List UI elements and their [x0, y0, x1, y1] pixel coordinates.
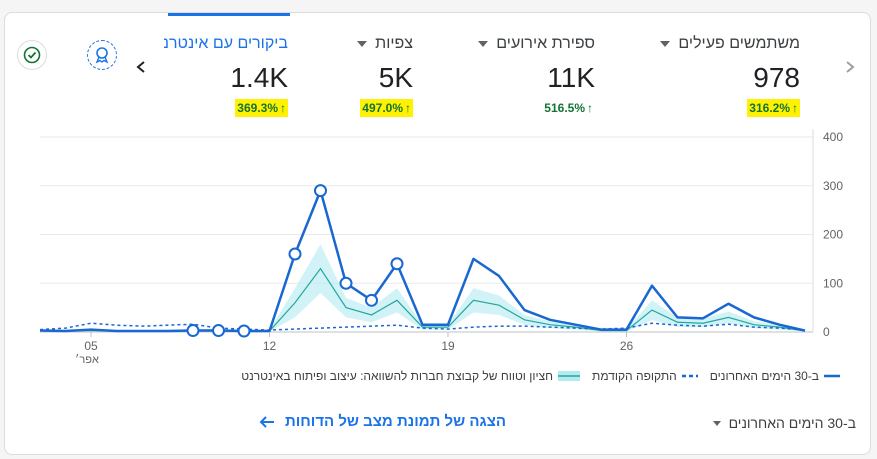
check-status-button[interactable]: [17, 40, 47, 70]
y-tick-label: 100: [823, 276, 843, 290]
x-tick-label: 12: [263, 339, 277, 353]
insights-badge-button[interactable]: [87, 40, 117, 70]
band-swatch: [558, 371, 581, 381]
metric-tab-event-count[interactable]: ספירת אירועים 11K 516.5% ↑: [478, 35, 595, 117]
previous-period-line: [39, 322, 806, 331]
arrow-up-icon: ↑: [405, 101, 411, 115]
dropdown-caret-icon[interactable]: [478, 41, 489, 47]
date-range-select[interactable]: ב-30 הימים האחרונים: [712, 415, 856, 431]
anomaly-marker[interactable]: [237, 324, 251, 338]
metric-tab-web-visits[interactable]: ביקורים עם אינטרנט 1.4K 369.3% ↑: [164, 35, 288, 117]
dashed-line-swatch: [681, 374, 698, 378]
anomaly-marker[interactable]: [339, 276, 353, 290]
arrow-up-icon: ↑: [587, 101, 593, 115]
x-tick-label: 19: [441, 339, 455, 353]
x-tick-label: 26: [620, 339, 634, 353]
arrow-up-icon: ↑: [792, 101, 798, 115]
current-period-line: [39, 189, 806, 333]
dropdown-caret-icon: [712, 420, 721, 426]
metric-value: 1.4K: [230, 62, 288, 93]
legend-benchmark[interactable]: חציון וטווח של קבוצת חברות להשוואה: עיצו…: [241, 369, 581, 383]
chart-markers: [186, 184, 404, 338]
metric-change: 516.5% ↑: [544, 101, 593, 115]
selected-tab-indicator: [168, 13, 290, 16]
metric-label-clip: ביקורים עם אינטרנט: [164, 35, 288, 53]
anomaly-marker[interactable]: [288, 247, 302, 261]
y-axis: 400 300 200 100 0: [823, 130, 843, 339]
chart-series: [39, 189, 806, 333]
summary-card: משתמשים פעילים 978 316.2% ↑ ספירת אירועים…: [4, 12, 871, 455]
dropdown-caret-icon[interactable]: [660, 41, 671, 47]
metric-value: 11K: [547, 62, 595, 93]
metric-change: 316.2% ↑: [747, 99, 800, 117]
y-tick-label: 300: [823, 179, 843, 193]
legend-previous[interactable]: התקופה הקודמת: [592, 369, 698, 383]
chart-legend: ב-30 הימים האחרונים התקופה הקודמת חציון …: [241, 369, 840, 383]
anomaly-marker[interactable]: [314, 184, 327, 198]
metric-change: 497.0% ↑: [360, 99, 413, 117]
anomaly-marker[interactable]: [365, 293, 378, 307]
metric-label: ספירת אירועים: [496, 35, 595, 52]
prev-metrics-button[interactable]: [127, 53, 155, 81]
y-tick-label: 0: [823, 325, 830, 339]
y-tick-label: 400: [823, 130, 843, 144]
chart-grid: [40, 129, 814, 333]
arrow-left-icon: [259, 415, 274, 428]
metric-label: משתמשים פעילים: [678, 35, 800, 52]
metric-value: 978: [753, 62, 800, 93]
chevron-right-icon: [846, 61, 855, 73]
next-metrics-button[interactable]: [836, 53, 864, 81]
metric-change: 369.3% ↑: [235, 99, 288, 117]
y-tick-label: 200: [823, 228, 843, 242]
dropdown-caret-icon[interactable]: [357, 41, 368, 47]
x-tick-month-label: אפר׳: [75, 353, 99, 365]
x-tick-label: 05: [84, 339, 98, 353]
metric-value: 5K: [378, 62, 413, 93]
metric-label: צפיות: [375, 35, 413, 52]
solid-line-swatch: [824, 374, 840, 378]
check-circle-icon: [23, 46, 41, 64]
anomaly-marker[interactable]: [212, 324, 225, 338]
insights-badge-icon: [95, 47, 109, 64]
metric-tab-active-users[interactable]: משתמשים פעילים 978 316.2% ↑: [660, 35, 800, 117]
anomaly-marker[interactable]: [186, 324, 200, 338]
benchmark-range-area: [40, 244, 805, 332]
arrow-up-icon: ↑: [280, 101, 286, 115]
view-reports-snapshot-link[interactable]: הצגה של תמונת מצב של הדוחות: [259, 413, 506, 430]
anomaly-marker[interactable]: [390, 257, 404, 271]
metric-tab-views[interactable]: צפיות 5K 497.0% ↑: [357, 35, 413, 117]
chevron-left-icon: [136, 61, 145, 73]
legend-current[interactable]: ב-30 הימים האחרונים: [710, 369, 840, 383]
metric-label: ביקורים עם אינטרנט: [164, 35, 288, 52]
